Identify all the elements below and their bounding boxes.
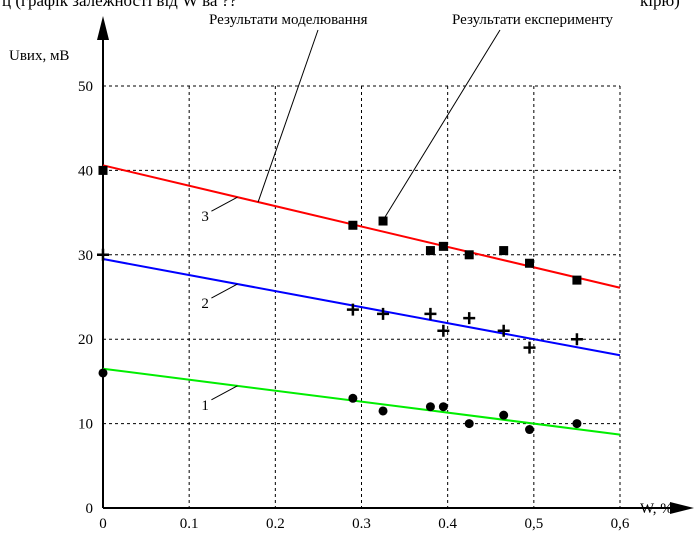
- series-label: 2: [201, 296, 209, 312]
- data-point: [377, 307, 390, 320]
- data-point: [463, 312, 476, 325]
- series-label: 1: [201, 398, 209, 414]
- data-point: [425, 402, 435, 412]
- y-axis-arrow: [97, 16, 109, 40]
- experiment-annotation: Результати експерименту: [452, 12, 614, 28]
- y-tick-label: 30: [78, 248, 93, 264]
- data-point: [499, 410, 509, 420]
- x-tick-label: 0: [99, 516, 107, 532]
- experiment-annotation-leader: [384, 29, 501, 218]
- y-tick-label: 20: [78, 332, 93, 348]
- data-point: [378, 406, 388, 416]
- x-tick-label: 0.2: [266, 516, 285, 532]
- data-point: [497, 324, 510, 337]
- series-label-leader: [211, 385, 238, 401]
- data-point: [438, 402, 448, 412]
- data-point: [438, 241, 448, 251]
- data-point: [424, 307, 437, 320]
- x-tick-label: 0,6: [611, 516, 630, 532]
- data-point: [525, 258, 535, 268]
- grid: [103, 85, 621, 508]
- caption-fragment-right: кірю): [640, 0, 680, 10]
- data-point: [570, 333, 583, 346]
- data-point: [523, 341, 536, 354]
- data-point: [525, 425, 535, 435]
- data-point: [378, 216, 388, 226]
- data-point: [348, 393, 358, 403]
- data-point: [346, 303, 359, 316]
- x-tick-label: 0.1: [180, 516, 199, 532]
- y-tick-label: 50: [78, 79, 93, 95]
- data-point: [499, 246, 509, 256]
- series-label-leader: [211, 283, 238, 299]
- x-tick-label: 0.4: [438, 516, 457, 532]
- data-markers: [97, 165, 583, 435]
- data-point: [98, 165, 108, 175]
- axes: [97, 16, 694, 514]
- data-point: [425, 246, 435, 256]
- series-label-leader: [211, 196, 238, 212]
- model-annotation: Результати моделювання: [209, 12, 368, 28]
- x-tick-label: 0,5: [524, 516, 543, 532]
- series-label: 3: [201, 209, 209, 225]
- data-point: [348, 220, 358, 230]
- tick-labels: 0 0.1 0.2 0.3 0.4 0,5 0,6 0 10 20 30 40 50: [78, 79, 630, 532]
- y-tick-label: 10: [78, 417, 93, 433]
- x-axis-label: W, %: [640, 501, 673, 517]
- fit-line-1: [102, 367, 621, 436]
- data-point: [437, 324, 450, 337]
- data-point: [464, 250, 474, 260]
- data-point: [464, 419, 474, 429]
- data-point: [97, 248, 109, 261]
- y-tick-label: 0: [86, 501, 94, 517]
- annotations: 1 2 3 Результати моделювання Результати експ…: [201, 12, 613, 414]
- fit-line-2: [102, 258, 621, 357]
- model-annotation-leader: [257, 29, 319, 203]
- y-tick-label: 40: [78, 163, 93, 179]
- y-axis-label: Uвих, мВ: [9, 48, 69, 64]
- data-point: [98, 368, 108, 378]
- x-tick-label: 0.3: [352, 516, 371, 532]
- x-axis-arrow: [670, 502, 694, 514]
- caption-fragment-left: ц (графік залежності від W ва ??: [2, 0, 237, 10]
- data-point: [572, 419, 582, 429]
- caption-fragment: ц (графік залежності від W ва ?? кірю): [0, 0, 697, 30]
- data-point: [572, 275, 582, 285]
